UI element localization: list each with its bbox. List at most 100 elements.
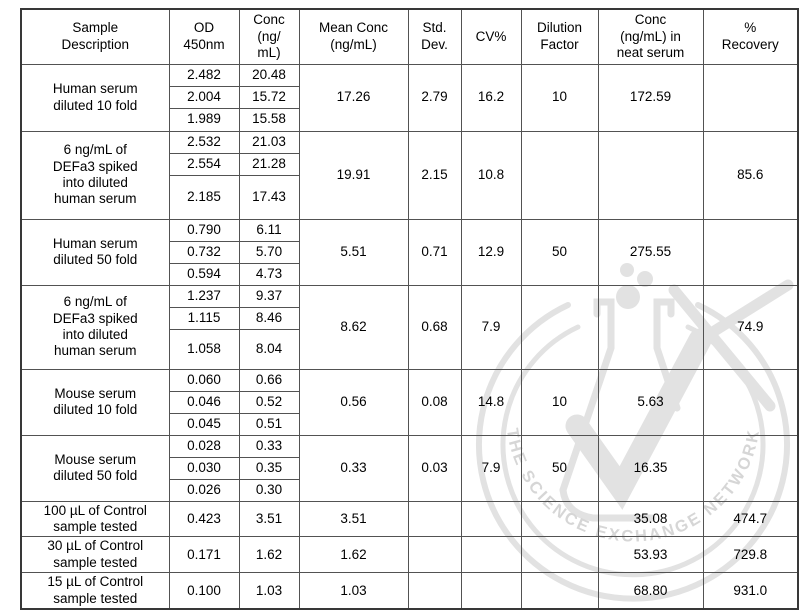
table-row: 100 µL of Control sample tested 0.423 3.… xyxy=(20,500,799,538)
neat-cell: 35.08 xyxy=(597,500,704,538)
cv-cell xyxy=(460,572,522,610)
cv-cell: 10.8 xyxy=(460,130,522,220)
dilution-cell: 50 xyxy=(520,218,599,286)
std-cell: 0.68 xyxy=(407,284,462,370)
recovery-cell: 729.8 xyxy=(702,536,799,574)
conc-cell: 15.72 xyxy=(238,85,300,109)
recovery-cell xyxy=(702,434,799,502)
table-row: 2.004 15.72 xyxy=(21,85,798,109)
table-row: 2.554 21.28 xyxy=(21,152,798,176)
desc-cell: 30 µL of Control sample tested xyxy=(20,536,170,574)
cv-cell: 7.9 xyxy=(460,284,522,370)
std-cell: 0.08 xyxy=(407,368,462,436)
od-cell: 1.115 xyxy=(168,306,240,330)
recovery-cell: 931.0 xyxy=(702,572,799,610)
recovery-cell xyxy=(702,368,799,436)
recovery-cell: 74.9 xyxy=(702,284,799,370)
conc-cell: 3.51 xyxy=(238,500,300,538)
std-cell xyxy=(407,536,462,574)
std-cell: 0.71 xyxy=(407,218,462,286)
table-row: Human serum diluted 50 fold 0.790 6.11 5… xyxy=(20,218,799,286)
table-row: 0.046 0.52 xyxy=(21,390,798,414)
od-cell: 2.185 xyxy=(168,174,240,220)
conc-cell: 15.58 xyxy=(238,107,300,132)
dilution-cell xyxy=(520,500,599,538)
od-cell: 0.026 xyxy=(168,478,240,502)
od-cell: 0.594 xyxy=(168,262,240,286)
neat-cell xyxy=(597,130,704,220)
table-row: 0.594 4.73 xyxy=(21,262,798,286)
mean-cell: 1.03 xyxy=(298,572,409,610)
header-od-450nm: OD 450nm xyxy=(168,8,240,65)
std-cell: 2.15 xyxy=(407,130,462,220)
od-cell: 2.554 xyxy=(168,152,240,176)
conc-cell: 0.33 xyxy=(238,434,300,458)
conc-cell: 0.30 xyxy=(238,478,300,502)
od-cell: 0.423 xyxy=(168,500,240,538)
mean-cell: 1.62 xyxy=(298,536,409,574)
header-mean-conc: Mean Conc (ng/mL) xyxy=(298,8,409,65)
neat-cell: 16.35 xyxy=(597,434,704,502)
od-cell: 1.989 xyxy=(168,107,240,132)
recovery-cell: 474.7 xyxy=(702,500,799,538)
od-cell: 0.046 xyxy=(168,390,240,414)
mean-cell: 5.51 xyxy=(298,218,409,286)
cv-cell: 12.9 xyxy=(460,218,522,286)
desc-cell: 6 ng/mL of DEFa3 spiked into diluted hum… xyxy=(20,284,170,370)
conc-cell: 0.51 xyxy=(238,412,300,436)
dilution-cell xyxy=(520,572,599,610)
header-sample-description: Sample Description xyxy=(20,8,170,65)
mean-cell: 17.26 xyxy=(298,63,409,132)
conc-cell: 8.04 xyxy=(238,328,300,370)
table-row: 1.115 8.46 xyxy=(21,306,798,330)
od-cell: 2.482 xyxy=(168,63,240,87)
dilution-cell xyxy=(520,536,599,574)
neat-cell xyxy=(597,284,704,370)
table-row: 0.030 0.35 xyxy=(21,456,798,480)
table-row: Human serum diluted 10 fold 2.482 20.48 … xyxy=(20,63,799,132)
desc-cell: Mouse serum diluted 50 fold xyxy=(20,434,170,502)
std-cell xyxy=(407,572,462,610)
header-conc: Conc (ng/ mL) xyxy=(238,8,300,65)
recovery-cell: 85.6 xyxy=(702,130,799,220)
header-dilution-factor: Dilution Factor xyxy=(520,8,599,65)
neat-cell: 5.63 xyxy=(597,368,704,436)
od-cell: 1.058 xyxy=(168,328,240,370)
neat-cell: 68.80 xyxy=(597,572,704,610)
desc-cell: 6 ng/mL of DEFa3 spiked into diluted hum… xyxy=(20,130,170,220)
conc-cell: 6.11 xyxy=(238,218,300,242)
desc-cell: Human serum diluted 50 fold xyxy=(20,218,170,286)
conc-cell: 1.03 xyxy=(238,572,300,610)
desc-cell: Human serum diluted 10 fold xyxy=(20,63,170,132)
od-cell: 0.060 xyxy=(168,368,240,392)
conc-cell: 21.03 xyxy=(238,130,300,154)
od-cell: 0.171 xyxy=(168,536,240,574)
od-cell: 1.237 xyxy=(168,284,240,308)
assay-results-table: Sample Description OD 450nm Conc (ng/ mL… xyxy=(20,8,799,610)
od-cell: 0.028 xyxy=(168,434,240,458)
mean-cell: 0.56 xyxy=(298,368,409,436)
od-cell: 0.732 xyxy=(168,240,240,264)
cv-cell: 16.2 xyxy=(460,63,522,132)
cv-cell: 14.8 xyxy=(460,368,522,436)
od-cell: 2.004 xyxy=(168,85,240,109)
std-cell xyxy=(407,500,462,538)
cv-cell xyxy=(460,536,522,574)
recovery-cell xyxy=(702,218,799,286)
neat-cell: 172.59 xyxy=(597,63,704,132)
dilution-cell: 10 xyxy=(520,368,599,436)
recovery-cell xyxy=(702,63,799,132)
std-cell: 2.79 xyxy=(407,63,462,132)
mean-cell: 8.62 xyxy=(298,284,409,370)
conc-cell: 1.62 xyxy=(238,536,300,574)
od-cell: 2.532 xyxy=(168,130,240,154)
header-cv: CV% xyxy=(460,8,522,65)
dilution-cell: 50 xyxy=(520,434,599,502)
desc-cell: 15 µL of Control sample tested xyxy=(20,572,170,610)
desc-cell: Mouse serum diluted 10 fold xyxy=(20,368,170,436)
conc-cell: 20.48 xyxy=(238,63,300,87)
mean-cell: 19.91 xyxy=(298,130,409,220)
conc-cell: 21.28 xyxy=(238,152,300,176)
header-std-dev: Std. Dev. xyxy=(407,8,462,65)
conc-cell: 9.37 xyxy=(238,284,300,308)
